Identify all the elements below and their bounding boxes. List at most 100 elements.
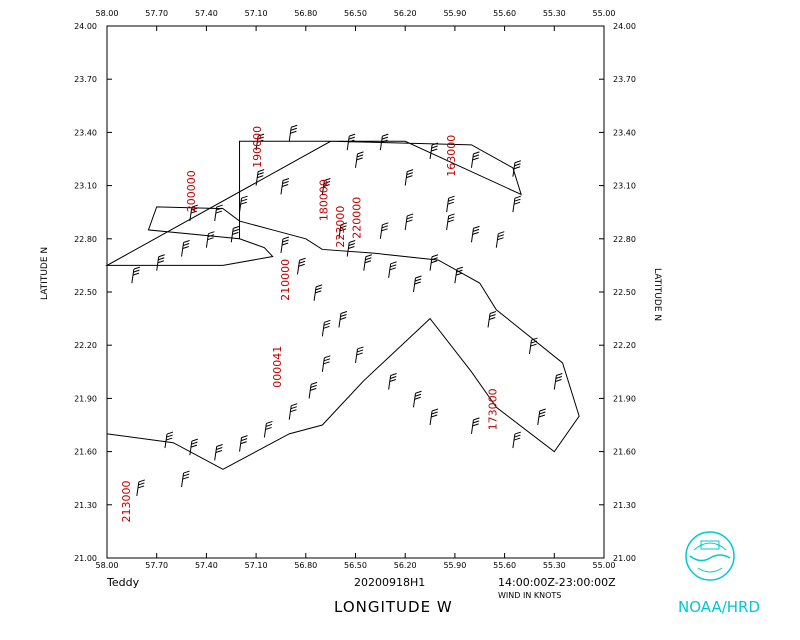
wind-barb xyxy=(379,133,389,151)
track-time-label: 000041 xyxy=(271,346,284,388)
wind-barb xyxy=(214,204,223,222)
x-tick-label-top: 57.40 xyxy=(195,9,218,18)
y-tick-label-right: 22.50 xyxy=(613,288,636,297)
x-tick-label-top: 55.90 xyxy=(443,9,466,18)
wind-barb xyxy=(363,254,372,271)
wind-barb xyxy=(338,310,348,328)
wind-barb xyxy=(255,169,265,186)
y-tick-label-right: 21.00 xyxy=(613,554,636,563)
x-ticks-bottom: 58.00 57.70 57.40 57.10 56.80 56.50 56.20 55.90… xyxy=(96,553,615,570)
x-ticks-top: 58.00 57.70 57.40 57.10 56.80 56.50 56.20 55.90… xyxy=(96,9,615,31)
track-time-label: 220000 xyxy=(350,197,363,239)
x-tick-label-top: 56.50 xyxy=(344,9,367,18)
wind-barb xyxy=(255,133,265,151)
y-tick-label-left: 21.30 xyxy=(74,501,97,510)
y-tick-label-left: 23.70 xyxy=(74,75,97,84)
track-time-label: 223000 xyxy=(334,206,347,248)
y-tick-label-left: 23.40 xyxy=(74,128,97,137)
wind-barb xyxy=(412,390,422,408)
wind-barb xyxy=(239,435,248,452)
wind-barb xyxy=(297,257,306,275)
wind-barbs-layer xyxy=(131,124,563,497)
wind-barb xyxy=(537,408,546,426)
wind-barb xyxy=(280,177,290,195)
x-tick-label-top: 56.20 xyxy=(394,9,417,18)
wind-barb xyxy=(355,151,364,168)
y-tick-label-right: 23.70 xyxy=(613,75,636,84)
x-tick-label-top: 55.60 xyxy=(493,9,516,18)
wind-barb xyxy=(280,236,290,254)
x-tick-label-bottom: 56.80 xyxy=(294,561,317,570)
wind-barb xyxy=(404,169,414,186)
wind-barb xyxy=(528,337,538,355)
y-tick-label-right: 21.90 xyxy=(613,394,636,403)
wind-barb xyxy=(131,266,141,284)
x-tick-label-top: 57.10 xyxy=(245,9,268,18)
wind-barb xyxy=(429,408,439,426)
wind-barb xyxy=(379,222,389,239)
y-tick-label-left: 23.10 xyxy=(74,182,97,191)
x-tick-label-bottom: 55.90 xyxy=(443,561,466,570)
wind-barb xyxy=(181,240,190,257)
y-tick-label-right: 23.10 xyxy=(613,182,636,191)
track-time-label: 190000 xyxy=(251,126,264,168)
y-tick-label-right: 22.20 xyxy=(613,341,636,350)
wind-barb xyxy=(388,373,397,390)
x-tick-label-bottom: 57.70 xyxy=(145,561,168,570)
wind-barb xyxy=(263,420,273,438)
wind-barb xyxy=(189,438,198,456)
y-tick-label-left: 21.60 xyxy=(74,448,97,457)
x-tick-label-top: 58.00 xyxy=(96,9,119,18)
storm-name: Teddy xyxy=(107,576,140,589)
wind-barb xyxy=(346,240,356,257)
wind-barb xyxy=(189,204,198,222)
x-tick-label-bottom: 56.50 xyxy=(344,561,367,570)
wind-barb xyxy=(553,373,563,390)
x-axis-label: LONGITUDE W xyxy=(334,598,453,616)
wind-barb xyxy=(288,124,298,142)
wind-barb xyxy=(388,261,397,278)
wind-barb xyxy=(512,431,522,449)
wind-barb xyxy=(404,213,414,231)
wind-barb xyxy=(512,160,522,177)
x-tick-label-bottom: 58.00 xyxy=(96,561,119,570)
wind-barb xyxy=(338,222,348,239)
x-tick-label-bottom: 57.10 xyxy=(245,561,268,570)
noaa-logo-icon xyxy=(685,531,735,581)
track-time-label: 173000 xyxy=(486,388,499,430)
y-tick-label-left: 21.90 xyxy=(74,394,97,403)
wind-barb xyxy=(446,195,455,213)
x-tick-label-top: 56.80 xyxy=(294,9,317,18)
mission-id: 20200918H1 xyxy=(354,576,426,589)
y-tick-label-right: 21.60 xyxy=(613,448,636,457)
wind-barb xyxy=(321,355,331,372)
y-ticks-left: 21.00 21.30 21.60 21.90 22.20 22.50 22.80 23.10… xyxy=(74,22,112,563)
x-tick-label-bottom: 57.40 xyxy=(195,561,218,570)
time-labels-layer: 163000 173000 213000 200000 190000 180000 2230… xyxy=(120,126,499,523)
wind-barb xyxy=(487,310,497,328)
y-tick-label-right: 22.80 xyxy=(613,235,636,244)
y-ticks-right: 21.00 21.30 21.60 21.90 22.20 22.50 22.80 23.10… xyxy=(599,22,636,563)
wind-barb xyxy=(512,195,522,213)
flight-track xyxy=(105,140,580,470)
y-tick-label-left: 21.00 xyxy=(74,554,97,563)
y-tick-label-left: 22.20 xyxy=(74,341,97,350)
wind-barb xyxy=(495,231,505,248)
x-tick-label-bottom: 55.60 xyxy=(493,561,516,570)
y-axis-label-right: LATITUDE N xyxy=(652,268,662,322)
wind-barb xyxy=(205,231,215,248)
wind-barb xyxy=(308,381,318,399)
wind-barb xyxy=(470,417,480,434)
track-time-label: 180000 xyxy=(317,179,330,221)
y-tick-label-right: 21.30 xyxy=(613,501,636,510)
wind-barb xyxy=(355,346,364,364)
wind-barb xyxy=(288,403,298,420)
y-tick-label-left: 24.00 xyxy=(74,22,97,31)
wind-barb xyxy=(230,225,240,243)
wind-barb xyxy=(446,213,455,231)
track-time-label: 200000 xyxy=(185,170,198,212)
wind-barb xyxy=(454,266,464,284)
wind-barb xyxy=(313,284,323,301)
wind-barb xyxy=(429,254,439,271)
